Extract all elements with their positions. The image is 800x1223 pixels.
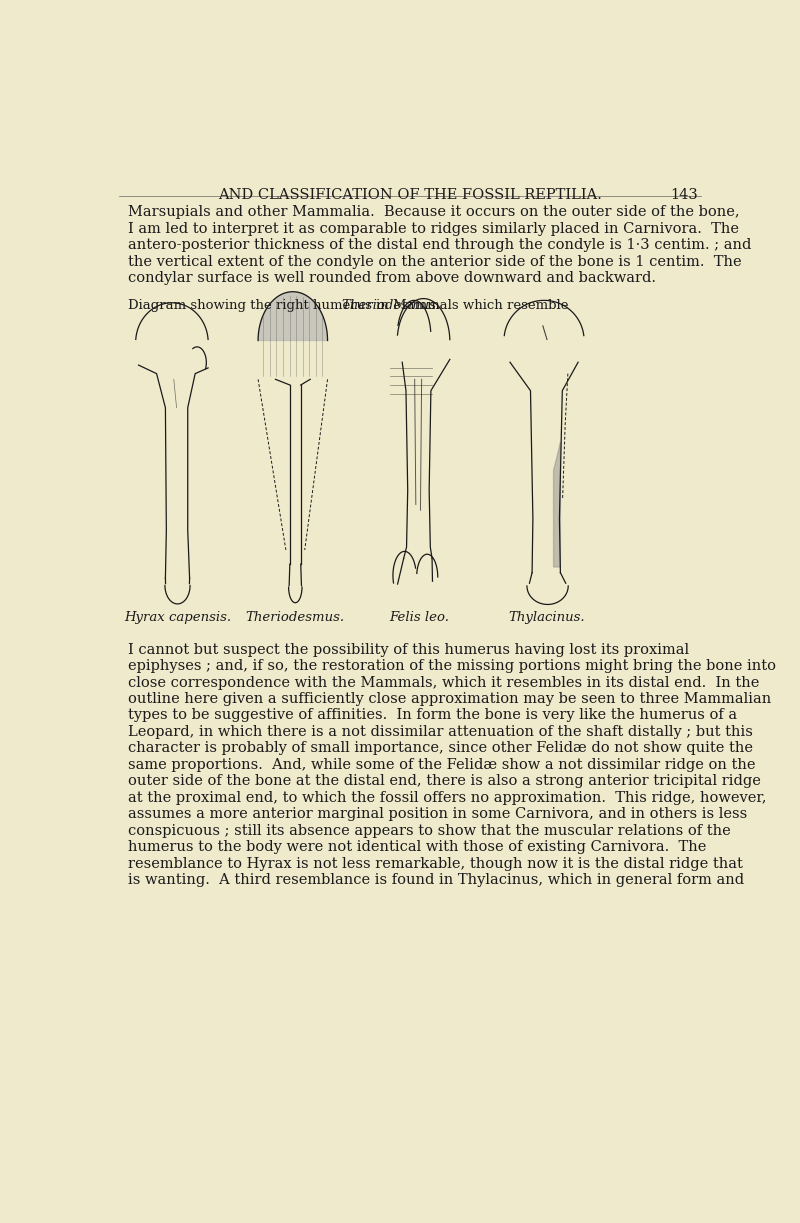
Text: I cannot but suspect the possibility of this humerus having lost its proximal: I cannot but suspect the possibility of … xyxy=(128,642,689,657)
Text: outer side of the bone at the distal end, there is also a strong anterior tricip: outer side of the bone at the distal end… xyxy=(128,774,761,789)
Text: assumes a more anterior marginal position in some Carnivora, and in others is le: assumes a more anterior marginal positio… xyxy=(128,807,747,822)
Text: antero-posterior thickness of the distal end through the condyle is 1·3 centim. : antero-posterior thickness of the distal… xyxy=(128,238,751,252)
Text: Felis leo.: Felis leo. xyxy=(390,610,450,624)
Text: Marsupials and other Mammalia.  Because it occurs on the outer side of the bone,: Marsupials and other Mammalia. Because i… xyxy=(128,205,739,219)
Text: Hyrax capensis.: Hyrax capensis. xyxy=(124,610,231,624)
Text: Diagram showing the right humerus in Mammals which resemble: Diagram showing the right humerus in Mam… xyxy=(128,298,573,312)
Text: same proportions.  And, while some of the Felidæ show a not dissimilar ridge on : same proportions. And, while some of the… xyxy=(128,758,755,772)
Text: at the proximal end, to which the fossil offers no approximation.  This ridge, h: at the proximal end, to which the fossil… xyxy=(128,791,766,805)
Text: condylar surface is well rounded from above downward and backward.: condylar surface is well rounded from ab… xyxy=(128,272,656,285)
Text: outline here given a sufficiently close approximation may be seen to three Mamma: outline here given a sufficiently close … xyxy=(128,692,771,706)
Text: is wanting.  A third resemblance is found in Thylacinus, which in general form a: is wanting. A third resemblance is found… xyxy=(128,873,744,888)
Text: epiphyses ; and, if so, the restoration of the missing portions might bring the : epiphyses ; and, if so, the restoration … xyxy=(128,659,776,673)
Text: I am led to interpret it as comparable to ridges similarly placed in Carnivora. : I am led to interpret it as comparable t… xyxy=(128,221,739,236)
Text: Thylacinus.: Thylacinus. xyxy=(508,610,585,624)
Text: humerus to the body were not identical with those of existing Carnivora.  The: humerus to the body were not identical w… xyxy=(128,840,706,855)
Text: types to be suggestive of affinities.  In form the bone is very like the humerus: types to be suggestive of affinities. In… xyxy=(128,708,737,723)
Polygon shape xyxy=(258,292,327,340)
Text: the vertical extent of the condyle on the anterior side of the bone is 1 centim.: the vertical extent of the condyle on th… xyxy=(128,254,742,269)
Text: conspicuous ; still its absence appears to show that the muscular relations of t: conspicuous ; still its absence appears … xyxy=(128,824,730,838)
Polygon shape xyxy=(554,442,560,567)
Text: character is probably of small importance, since other Felidæ do not show quite : character is probably of small importanc… xyxy=(128,741,753,756)
Text: AND CLASSIFICATION OF THE FOSSIL REPTILIA.: AND CLASSIFICATION OF THE FOSSIL REPTILI… xyxy=(218,188,602,202)
Text: Theriodesmus.: Theriodesmus. xyxy=(246,610,345,624)
Text: Leopard, in which there is a not dissimilar attenuation of the shaft distally ; : Leopard, in which there is a not dissimi… xyxy=(128,725,753,739)
Text: 143: 143 xyxy=(670,188,698,202)
Text: close correspondence with the Mammals, which it resembles in its distal end.  In: close correspondence with the Mammals, w… xyxy=(128,675,759,690)
Text: Theriodesmus.: Theriodesmus. xyxy=(342,298,441,312)
Text: resemblance to Hyrax is not less remarkable, though now it is the distal ridge t: resemblance to Hyrax is not less remarka… xyxy=(128,857,742,871)
